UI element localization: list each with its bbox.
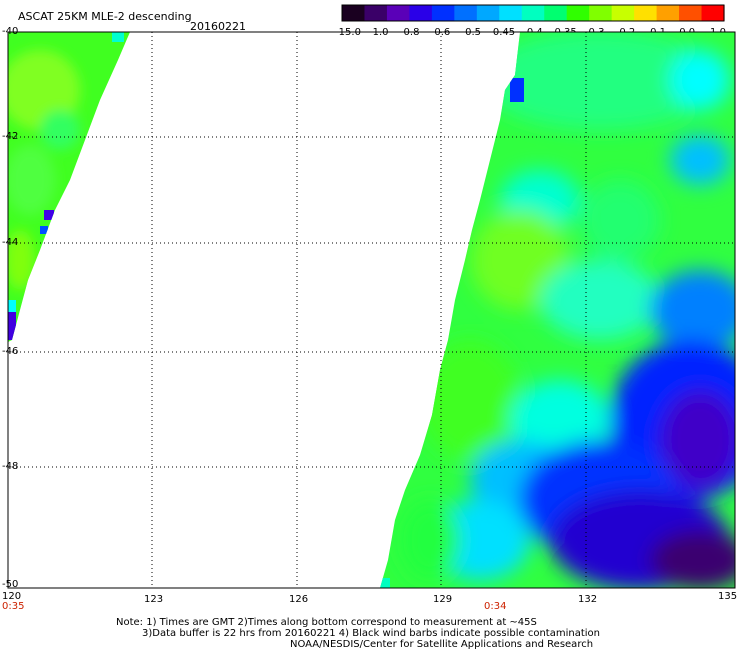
colorbar: -15.0-1.0-0.8-0.6-0.5-0.45-0.4-0.35-0.3-…	[335, 4, 726, 38]
colorbar-swatch	[454, 5, 478, 21]
colorbar-swatch	[656, 5, 680, 21]
map-title: ASCAT 25KM MLE-2 descending	[18, 10, 192, 23]
colorbar-swatch	[521, 5, 545, 21]
lon-label: 129	[433, 594, 453, 605]
lat-label: -50	[2, 579, 19, 590]
colorbar-swatch	[679, 5, 703, 21]
grid-lines	[8, 31, 735, 588]
lon-label: 132	[578, 594, 598, 605]
lat-label: -42	[2, 131, 19, 142]
time-label: 0:35	[2, 601, 25, 612]
colorbar-swatch	[544, 5, 568, 21]
colorbar-swatch	[499, 5, 523, 21]
colorbar-swatch	[701, 5, 725, 21]
lon-label: 135	[718, 591, 738, 602]
colorbar-swatch	[342, 5, 366, 21]
colorbar-swatch	[476, 5, 500, 21]
time-label: 0:34	[484, 601, 507, 612]
map-date: 20160221	[190, 20, 246, 33]
lat-label: -46	[2, 346, 19, 357]
lon-label: 120	[2, 591, 22, 602]
note-line-2: 3)Data buffer is 22 hrs from 20160221 4)…	[142, 628, 600, 639]
colorbar-border	[341, 4, 725, 22]
left-swath	[8, 32, 130, 342]
colorbar-swatch	[566, 5, 590, 21]
note-line-3: NOAA/NESDIS/Center for Satellite Applica…	[290, 639, 594, 650]
colorbar-swatch	[611, 5, 635, 21]
colorbar-swatch	[589, 5, 613, 21]
lat-label: -48	[2, 461, 19, 472]
colorbar-swatch	[409, 5, 433, 21]
right-swath	[380, 32, 735, 588]
colorbar-swatch	[386, 5, 411, 21]
map-frame	[7, 31, 736, 589]
lon-label: 126	[289, 594, 309, 605]
colorbar-swatch	[431, 5, 455, 21]
lon-label: 123	[144, 594, 164, 605]
colorbar-swatch	[634, 5, 658, 21]
lat-label: -40	[2, 26, 19, 37]
lat-label: -44	[2, 237, 19, 248]
colorbar-swatch	[364, 5, 388, 21]
note-line-1: Note: 1) Times are GMT 2)Times along bot…	[116, 617, 537, 628]
